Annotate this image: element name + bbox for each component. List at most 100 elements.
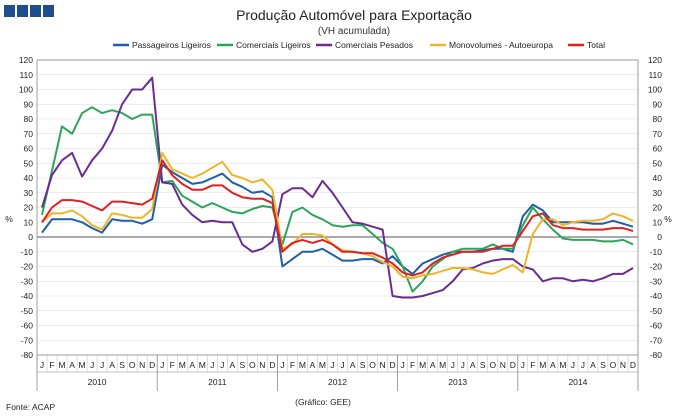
x-month-label: J [340, 360, 344, 370]
x-month-label: S [240, 360, 246, 370]
x-month-label: J [451, 360, 455, 370]
x-month-label: J [280, 360, 284, 370]
x-month-label: A [430, 360, 436, 370]
y-tick-label-left: 80 [24, 114, 34, 124]
y-axis-right-label: % [664, 214, 672, 224]
y-tick-label-right: 40 [653, 173, 663, 183]
x-month-label: D [510, 360, 516, 370]
series-line-passageiros-ligeiros [41, 163, 634, 275]
x-month-label: M [58, 360, 65, 370]
x-month-label: A [189, 360, 195, 370]
x-month-label: O [249, 360, 256, 370]
x-month-label: J [90, 360, 94, 370]
x-month-label: A [310, 360, 316, 370]
y-tick-label-right: 50 [653, 158, 663, 168]
legend-label: Comerciais Ligeiros [236, 40, 311, 50]
y-tick-label-right: -20 [650, 262, 663, 272]
y-tick-label-left: 100 [19, 85, 33, 95]
x-month-label: N [259, 360, 265, 370]
y-tick-label-right: -40 [650, 291, 663, 301]
x-month-label: M [559, 360, 566, 370]
logo [4, 5, 54, 17]
y-tick-label-left: -40 [21, 291, 34, 301]
x-month-label: J [521, 360, 525, 370]
y-tick-label-right: -70 [650, 335, 663, 345]
x-month-label: F [290, 360, 295, 370]
y-axis-left: -80 -70 -60 -50 -40 -30 -20 -10 0 10 20 30 40 50 60 70 8… [19, 55, 33, 360]
x-month-label: A [550, 360, 556, 370]
x-month-label: F [530, 360, 535, 370]
x-month-label: D [630, 360, 636, 370]
x-year-label: 2012 [328, 377, 347, 387]
logo-block-2 [17, 5, 28, 17]
legend-label: Monovolumes - Autoeuropa [449, 40, 553, 50]
y-tick-label-right: 100 [648, 85, 662, 95]
y-tick-label-right: 20 [653, 203, 663, 213]
x-month-label: J [100, 360, 104, 370]
x-month-label: O [369, 360, 376, 370]
x-month-label: F [170, 360, 175, 370]
y-tick-label-left: 40 [24, 173, 34, 183]
series-line-comerciais-ligeiros [41, 106, 634, 293]
legend-label: Total [587, 40, 605, 50]
y-tick-label-left: -70 [21, 335, 34, 345]
y-tick-label-right: 10 [653, 217, 663, 227]
x-month-label: J [220, 360, 224, 370]
x-month-label: A [590, 360, 596, 370]
legend-label: Passageiros Ligeiros [132, 40, 211, 50]
x-month-label: J [40, 360, 44, 370]
y-tick-label-right: -60 [650, 321, 663, 331]
x-month-label: M [439, 360, 446, 370]
y-tick-label-right: -30 [650, 276, 663, 286]
y-tick-label-left: 110 [19, 70, 33, 80]
x-month-label: A [109, 360, 115, 370]
x-month-label: N [500, 360, 506, 370]
x-month-label: S [119, 360, 125, 370]
chart-subtitle: (VH acumulada) [318, 26, 390, 37]
x-year-label: 2013 [448, 377, 467, 387]
y-tick-label-left: 90 [24, 99, 34, 109]
gridlines [37, 59, 638, 356]
x-month-label: M [79, 360, 86, 370]
x-month-label: F [410, 360, 415, 370]
x-month-label: J [581, 360, 585, 370]
y-tick-label-right: -80 [650, 350, 663, 360]
x-month-label: N [380, 360, 386, 370]
y-tick-label-right: 120 [648, 55, 662, 65]
x-month-label: A [350, 360, 356, 370]
x-month-label: F [49, 360, 54, 370]
y-tick-label-right: 60 [653, 144, 663, 154]
y-tick-label-right: -10 [650, 247, 663, 257]
y-tick-label-left: -30 [21, 276, 34, 286]
y-tick-label-left: -50 [21, 306, 34, 316]
chart-title: Produção Automóvel para Exportação [236, 7, 472, 23]
x-month-label: D [149, 360, 155, 370]
series-line-total [41, 159, 634, 277]
x-month-label: N [139, 360, 145, 370]
x-month-label: M [419, 360, 426, 370]
x-month-label: A [470, 360, 476, 370]
x-month-label: M [539, 360, 546, 370]
source-note: Fonte: ACAP [6, 402, 55, 412]
x-month-label: S [360, 360, 366, 370]
y-tick-label-left: -80 [21, 350, 34, 360]
x-year-label: 2011 [208, 377, 227, 387]
x-month-label: D [269, 360, 275, 370]
series-line-comerciais-pesados [41, 76, 634, 299]
x-month-label: J [210, 360, 214, 370]
y-axis-left-label: % [5, 214, 13, 224]
y-tick-label-left: 70 [24, 129, 34, 139]
y-tick-label-right: 110 [648, 70, 662, 80]
x-month-label: S [480, 360, 486, 370]
y-tick-label-left: 10 [24, 217, 34, 227]
y-tick-label-left: -20 [21, 262, 34, 272]
x-month-label: M [199, 360, 206, 370]
legend-label: Comerciais Pesados [335, 40, 413, 50]
y-tick-label-left: -10 [21, 247, 34, 257]
x-month-label: M [299, 360, 306, 370]
x-month-label: J [400, 360, 404, 370]
x-year-label: 2010 [88, 377, 107, 387]
x-month-label: J [160, 360, 164, 370]
y-tick-label-right: -50 [650, 306, 663, 316]
